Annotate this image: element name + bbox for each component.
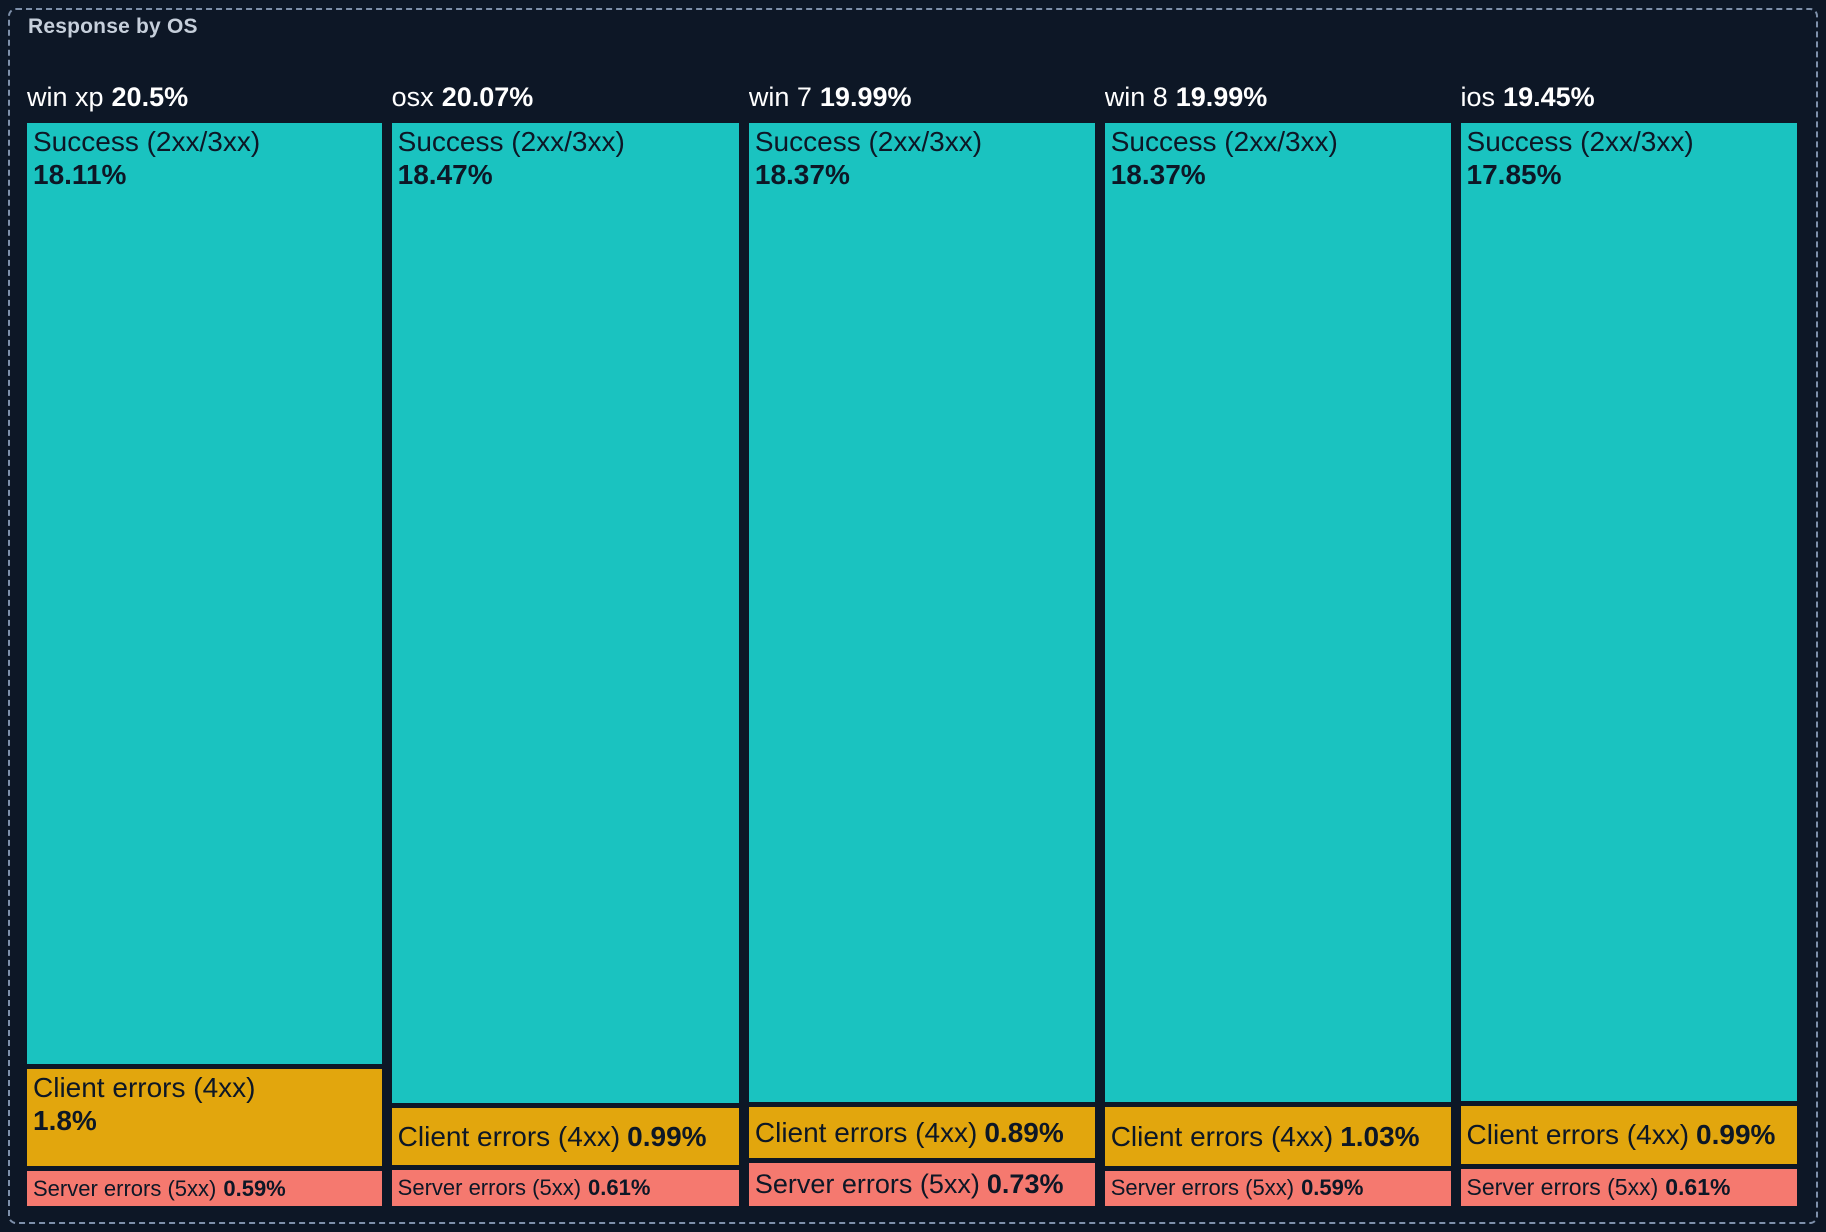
os-total-value: 20.07% (441, 82, 534, 112)
segment-value: 0.89% (984, 1117, 1064, 1149)
segment-label: Success (2xx/3xx) (754, 126, 983, 157)
segment-label: Server errors (5xx) (397, 1174, 582, 1200)
segment-success[interactable]: Success (2xx/3xx) 18.47% (391, 123, 739, 1104)
segment-server-errors[interactable]: Server errors (5xx) 0.61% (391, 1169, 739, 1207)
column-segments: Success (2xx/3xx) 18.37% Client errors (… (748, 123, 1095, 1206)
os-name-label: win 7 (748, 82, 812, 112)
segment-value: 0.59% (1301, 1175, 1364, 1201)
column-header: win 7 19.99% (749, 62, 1095, 123)
segment-client-errors[interactable]: Client errors (4xx) 1.8% (27, 1069, 382, 1167)
segment-server-errors[interactable]: Server errors (5xx) 0.59% (27, 1171, 382, 1206)
segment-server-errors[interactable]: Server errors (5xx) 0.73% (748, 1163, 1095, 1206)
segment-value: 0.73% (986, 1168, 1064, 1199)
segment-label: Client errors (4xx) (754, 1117, 978, 1149)
segment-value: 0.59% (223, 1175, 286, 1201)
response-by-os-treemap: win xp 20.5% Success (2xx/3xx) 18.11% Cl… (27, 62, 1798, 1207)
segment-value: 0.61% (588, 1174, 651, 1200)
segment-label: Server errors (5xx) (33, 1175, 217, 1201)
segment-label: Success (2xx/3xx) (397, 126, 625, 157)
column-header: win 8 19.99% (1105, 62, 1451, 123)
os-name-label: win 8 (1104, 82, 1168, 112)
column-segments: Success (2xx/3xx) 18.11% Client errors (… (27, 123, 382, 1206)
column-segments: Success (2xx/3xx) 17.85% Client errors (… (1460, 123, 1798, 1206)
segment-label: Success (2xx/3xx) (1466, 126, 1694, 157)
segment-label: Success (2xx/3xx) (1110, 126, 1338, 157)
segment-value: 1.8% (33, 1105, 97, 1137)
panel-title: Response by OS (28, 15, 198, 38)
segment-success[interactable]: Success (2xx/3xx) 18.37% (1104, 123, 1451, 1103)
segment-client-errors[interactable]: Client errors (4xx) 0.99% (391, 1108, 739, 1165)
column-segments: Success (2xx/3xx) 18.37% Client errors (… (1104, 123, 1451, 1206)
segment-label: Client errors (4xx) (1466, 1119, 1690, 1151)
os-name-label: win xp (27, 82, 104, 112)
os-total-value: 19.99% (819, 82, 912, 112)
os-name-label: ios (1460, 82, 1496, 112)
segment-success[interactable]: Success (2xx/3xx) 17.85% (1460, 123, 1798, 1101)
column-header: osx 20.07% (392, 62, 739, 123)
os-total-value: 20.5% (111, 82, 189, 112)
segment-label: Client errors (4xx) (1110, 1120, 1334, 1152)
segment-client-errors[interactable]: Client errors (4xx) 0.89% (748, 1107, 1095, 1159)
segment-value: 18.37% (754, 159, 850, 191)
column-segments: Success (2xx/3xx) 18.47% Client errors (… (391, 123, 739, 1207)
segment-client-errors[interactable]: Client errors (4xx) 0.99% (1460, 1105, 1798, 1164)
segment-value: 0.99% (1696, 1119, 1776, 1151)
treemap-column-win-8: win 8 19.99% Success (2xx/3xx) 18.37% Cl… (1104, 62, 1451, 1206)
segment-label: Server errors (5xx) (1466, 1173, 1659, 1200)
segment-value: 17.85% (1466, 159, 1562, 191)
segment-client-errors[interactable]: Client errors (4xx) 1.03% (1104, 1107, 1451, 1166)
segment-label: Server errors (5xx) (754, 1168, 980, 1199)
os-total-value: 19.99% (1175, 82, 1268, 112)
segment-value: 18.47% (397, 159, 493, 191)
segment-label: Success (2xx/3xx) (33, 126, 261, 157)
treemap-column-osx: osx 20.07% Success (2xx/3xx) 18.47% Clie… (391, 62, 739, 1207)
segment-server-errors[interactable]: Server errors (5xx) 0.61% (1460, 1168, 1798, 1206)
column-header: win xp 20.5% (27, 62, 382, 123)
segment-value: 0.61% (1665, 1173, 1731, 1200)
column-header: ios 19.45% (1461, 62, 1797, 123)
segment-value: 18.11% (33, 159, 127, 191)
segment-server-errors[interactable]: Server errors (5xx) 0.59% (1104, 1170, 1451, 1206)
treemap-column-win-xp: win xp 20.5% Success (2xx/3xx) 18.11% Cl… (27, 62, 382, 1206)
segment-success[interactable]: Success (2xx/3xx) 18.11% (27, 123, 382, 1065)
segment-label: Client errors (4xx) (33, 1072, 256, 1104)
segment-value: 18.37% (1110, 159, 1206, 191)
treemap-column-ios: ios 19.45% Success (2xx/3xx) 17.85% Clie… (1460, 62, 1798, 1206)
segment-label: Client errors (4xx) (397, 1121, 621, 1153)
os-name-label: osx (391, 82, 434, 112)
os-total-value: 19.45% (1503, 82, 1595, 112)
segment-value: 0.99% (627, 1121, 707, 1153)
segment-value: 1.03% (1340, 1120, 1420, 1152)
segment-success[interactable]: Success (2xx/3xx) 18.37% (748, 123, 1095, 1103)
segment-label: Server errors (5xx) (1110, 1175, 1295, 1201)
treemap-column-win-7: win 7 19.99% Success (2xx/3xx) 18.37% Cl… (748, 62, 1095, 1206)
